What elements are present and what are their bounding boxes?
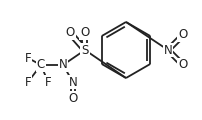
Text: N: N (163, 44, 171, 57)
Text: F: F (25, 51, 31, 65)
Text: O: O (65, 27, 74, 39)
Text: F: F (44, 75, 51, 89)
Text: C: C (37, 59, 45, 72)
Text: O: O (178, 59, 187, 72)
Text: O: O (178, 29, 187, 42)
Text: N: N (68, 75, 77, 89)
Text: O: O (68, 91, 77, 105)
Text: O: O (80, 27, 89, 39)
Text: F: F (25, 75, 31, 89)
Text: S: S (81, 44, 88, 57)
Text: N: N (58, 59, 67, 72)
